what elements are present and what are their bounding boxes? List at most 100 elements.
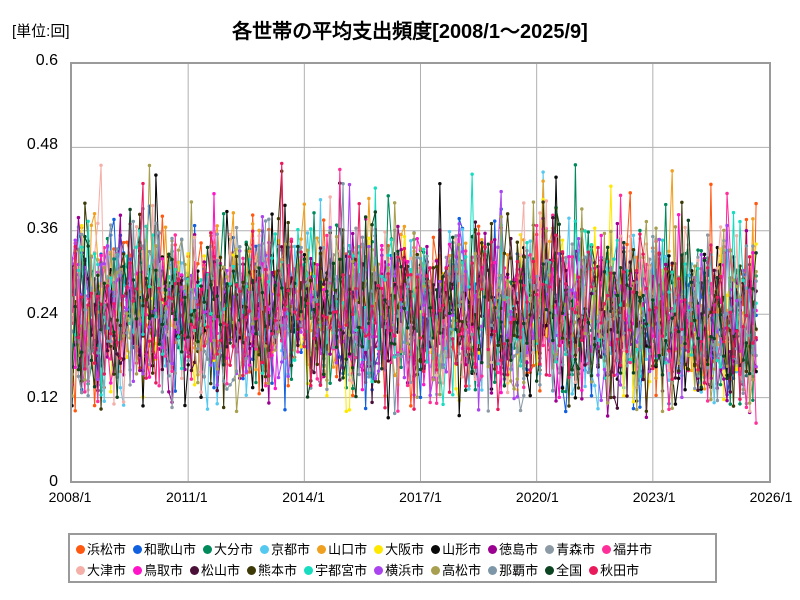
legend-item[interactable]: 山口市 bbox=[317, 543, 367, 556]
series-marker bbox=[312, 211, 316, 215]
series-marker bbox=[441, 303, 445, 307]
series-marker bbox=[221, 321, 226, 325]
series-marker bbox=[657, 237, 662, 242]
series-marker bbox=[325, 289, 329, 294]
series-marker bbox=[121, 400, 126, 404]
series-marker bbox=[457, 222, 461, 226]
series-marker bbox=[725, 223, 729, 228]
series-marker bbox=[221, 265, 226, 269]
series-marker bbox=[73, 337, 77, 341]
series-marker bbox=[183, 403, 187, 408]
series-marker bbox=[596, 406, 600, 411]
series-marker bbox=[150, 285, 155, 290]
series-marker bbox=[89, 254, 94, 258]
series-marker bbox=[99, 302, 103, 307]
legend-item[interactable]: 徳島市 bbox=[488, 543, 538, 556]
series-marker bbox=[96, 351, 100, 355]
series-marker bbox=[309, 383, 313, 388]
series-marker bbox=[325, 277, 329, 282]
series-marker bbox=[486, 364, 491, 369]
legend-item[interactable]: 那覇市 bbox=[488, 564, 538, 577]
series-marker bbox=[715, 245, 720, 250]
series-marker bbox=[747, 409, 752, 414]
series-marker bbox=[254, 265, 258, 269]
legend-item[interactable]: 宇都宮市 bbox=[304, 564, 367, 577]
series-marker bbox=[299, 350, 303, 355]
legend-marker-icon bbox=[488, 566, 498, 575]
legend-item[interactable]: 大阪市 bbox=[374, 543, 424, 556]
series-marker bbox=[315, 302, 319, 307]
series-marker bbox=[518, 335, 523, 340]
series-marker bbox=[76, 268, 81, 273]
series-marker bbox=[150, 371, 155, 375]
series-marker bbox=[396, 409, 400, 413]
legend-item[interactable]: 福井市 bbox=[602, 543, 652, 556]
series-marker bbox=[434, 373, 439, 377]
series-marker bbox=[512, 284, 516, 288]
legend-item[interactable]: 京都市 bbox=[260, 543, 310, 556]
series-marker bbox=[212, 385, 216, 390]
series-marker bbox=[280, 245, 284, 249]
series-marker bbox=[738, 397, 742, 401]
legend-item[interactable]: 大分市 bbox=[203, 543, 253, 556]
chart-title: 各世帯の平均支出頻度[2008/1～2025/9] bbox=[232, 21, 588, 43]
series-marker bbox=[138, 212, 142, 217]
series-marker bbox=[189, 200, 194, 204]
legend-item[interactable]: 横浜市 bbox=[374, 564, 424, 577]
series-marker bbox=[718, 365, 723, 369]
series-marker bbox=[670, 309, 674, 313]
series-marker bbox=[728, 372, 733, 377]
series-marker bbox=[431, 259, 436, 264]
series-marker bbox=[644, 286, 649, 291]
legend-item[interactable]: 和歌山市 bbox=[133, 543, 196, 556]
series-marker bbox=[367, 332, 371, 337]
legend-item[interactable]: 浜松市 bbox=[76, 543, 126, 556]
series-marker bbox=[751, 286, 755, 291]
series-marker bbox=[605, 401, 610, 405]
series-marker bbox=[154, 268, 158, 273]
series-marker bbox=[221, 211, 226, 216]
series-marker bbox=[570, 255, 574, 259]
legend-item[interactable]: 松山市 bbox=[190, 564, 240, 577]
series-marker bbox=[473, 220, 478, 224]
series-marker bbox=[241, 373, 245, 378]
series-marker bbox=[583, 331, 587, 336]
legend-item[interactable]: 大津市 bbox=[76, 564, 126, 577]
series-marker bbox=[641, 377, 645, 382]
series-marker bbox=[102, 262, 107, 266]
series-marker bbox=[367, 375, 371, 379]
y-tick-label: 0.48 bbox=[26, 136, 58, 154]
series-marker bbox=[722, 228, 726, 233]
series-marker bbox=[738, 363, 742, 368]
series-marker bbox=[344, 409, 349, 414]
series-marker bbox=[463, 269, 468, 274]
series-marker bbox=[576, 275, 581, 280]
legend-item[interactable]: 青森市 bbox=[545, 543, 595, 556]
series-marker bbox=[486, 242, 491, 246]
series-marker bbox=[360, 345, 365, 349]
series-marker bbox=[738, 298, 742, 302]
series-marker bbox=[418, 273, 423, 278]
series-marker bbox=[583, 255, 587, 259]
series-marker bbox=[199, 390, 203, 394]
series-marker bbox=[283, 355, 287, 360]
series-marker bbox=[712, 367, 716, 371]
series-marker bbox=[421, 284, 426, 288]
series-marker bbox=[489, 360, 494, 365]
series-marker bbox=[331, 365, 336, 369]
series-marker bbox=[299, 245, 303, 250]
legend-item[interactable]: 熊本市 bbox=[247, 564, 297, 577]
series-marker bbox=[150, 258, 155, 263]
series-marker bbox=[402, 235, 407, 239]
series-marker bbox=[209, 363, 213, 367]
legend-item[interactable]: 高松市 bbox=[431, 564, 481, 577]
legend-item[interactable]: 全国 bbox=[545, 564, 582, 577]
legend-item[interactable]: 鳥取市 bbox=[133, 564, 183, 577]
series-marker bbox=[302, 257, 307, 261]
series-marker bbox=[638, 232, 642, 236]
series-marker bbox=[751, 341, 755, 345]
series-marker bbox=[744, 229, 749, 233]
series-marker bbox=[267, 240, 271, 245]
legend-item[interactable]: 秋田市 bbox=[589, 564, 639, 577]
legend-item[interactable]: 山形市 bbox=[431, 543, 481, 556]
